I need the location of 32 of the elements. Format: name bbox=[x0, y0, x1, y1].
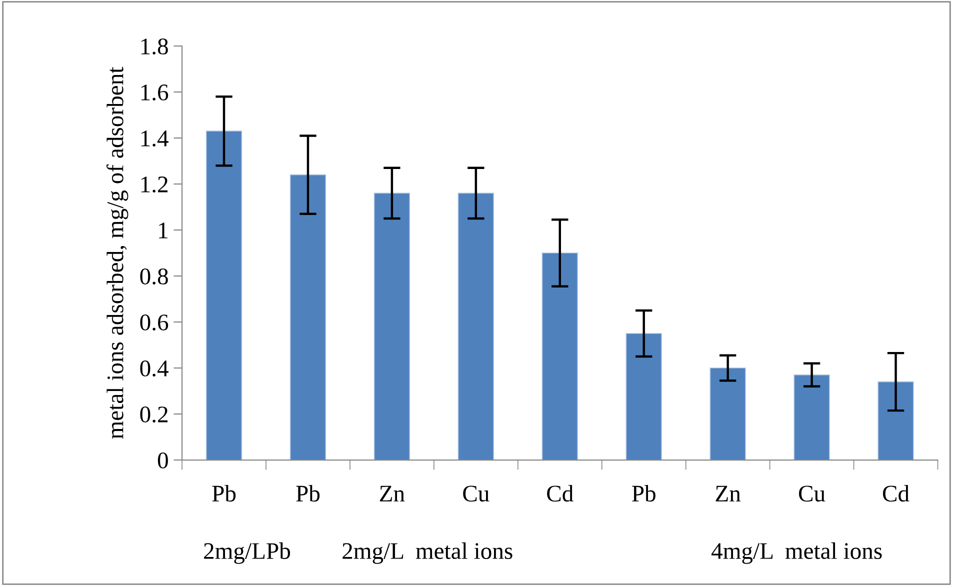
y-tick-label: 0.8 bbox=[140, 268, 168, 285]
x-tick-label: Zn bbox=[380, 486, 405, 502]
x-tick-label: Cu bbox=[463, 486, 490, 502]
text: 4mg/L metal ions bbox=[711, 542, 882, 564]
x-tick-label: Cd bbox=[547, 485, 574, 502]
x-tick-label: Pb bbox=[212, 485, 236, 502]
x-tick-label: Cu bbox=[798, 486, 826, 502]
bar bbox=[542, 252, 578, 460]
x-tick-label: Pb bbox=[632, 485, 656, 502]
bar bbox=[374, 192, 410, 460]
y-tick-label: 0 bbox=[158, 452, 168, 468]
bar bbox=[710, 368, 746, 460]
bar bbox=[206, 130, 242, 460]
y-tick-label: 0.6 bbox=[140, 314, 168, 331]
bar bbox=[878, 381, 914, 460]
y-tick-label: 1.6 bbox=[141, 84, 168, 101]
text: 2mg/LPb bbox=[204, 542, 290, 564]
x-tick-label: Cd bbox=[882, 485, 910, 502]
x-tick-label: Pb bbox=[296, 485, 320, 502]
y-tick-label: 1.8 bbox=[141, 38, 168, 55]
x-tick-label: Zn bbox=[716, 486, 741, 502]
bar bbox=[458, 192, 494, 460]
y-tick-label: 1.2 bbox=[141, 176, 168, 193]
y-tick-label: 0.4 bbox=[140, 360, 168, 377]
bar bbox=[290, 174, 326, 460]
y-axis-title: metal ions adsorbed, mg/g of adsorbent bbox=[106, 66, 128, 439]
y-tick-label: 1 bbox=[159, 222, 168, 238]
y-tick-label: 1.4 bbox=[141, 130, 168, 147]
bar bbox=[794, 374, 830, 460]
y-tick-label: 0.2 bbox=[140, 406, 168, 423]
text: 2mg/L metal ions bbox=[342, 542, 512, 564]
bar bbox=[626, 333, 662, 460]
